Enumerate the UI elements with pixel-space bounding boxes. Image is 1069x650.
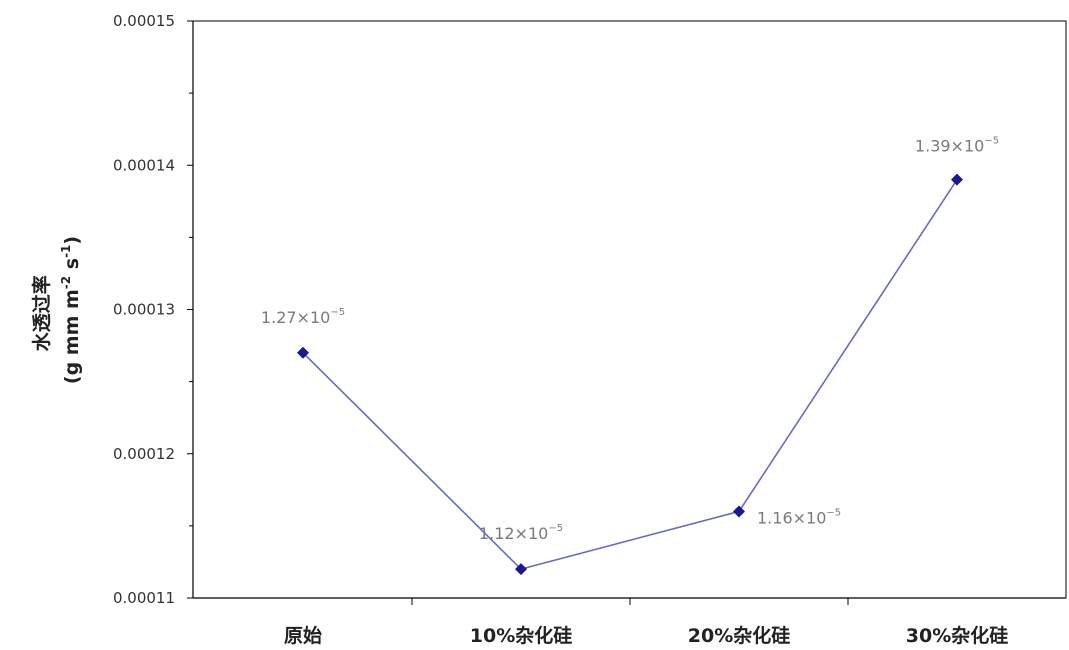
data-label: 1.27×10−5 [261, 307, 345, 327]
data-point-marker [951, 173, 963, 186]
y-axis-ticks: 0.00011 0.00012 0.00013 0.00014 0.00015 [113, 12, 193, 607]
x-tick-label: 30%杂化硅 [906, 624, 1008, 647]
x-tick-label: 10%杂化硅 [470, 624, 572, 647]
data-markers [297, 173, 963, 576]
y-axis-label-line2: (g mm m-2 s-1) [59, 236, 83, 384]
data-labels: 1.27×10−5 1.12×10−5 1.16×10−5 1.39×10−5 [261, 136, 999, 543]
y-axis-label-exp-1: -2 [59, 276, 73, 289]
y-axis-label: 水透过率 (g mm m-2 s-1) [30, 236, 83, 384]
data-label: 1.16×10−5 [757, 507, 841, 527]
data-point-marker [733, 505, 745, 518]
y-tick-label: 0.00012 [113, 445, 175, 463]
y-tick-label: 0.00011 [113, 589, 175, 607]
data-point-marker [515, 563, 527, 576]
data-label: 1.12×10−5 [479, 523, 563, 543]
y-axis-label-exp-2: -1 [59, 245, 73, 258]
y-axis-label-unit-3: ) [61, 236, 83, 245]
x-axis-ticks: 原始 10%杂化硅 20%杂化硅 30%杂化硅 [284, 598, 1008, 647]
data-point-marker [297, 346, 309, 359]
x-tick-label: 原始 [284, 624, 322, 647]
y-tick-label: 0.00013 [113, 301, 175, 319]
x-tick-label: 20%杂化硅 [688, 624, 790, 647]
y-tick-label: 0.00014 [113, 156, 175, 174]
y-tick-label: 0.00015 [113, 12, 175, 30]
y-axis-label-line1: 水透过率 [30, 275, 53, 351]
series-line-group [302, 179, 958, 571]
data-label: 1.39×10−5 [915, 136, 999, 156]
series-line [302, 179, 958, 571]
y-axis-label-unit-1: (g mm m [61, 289, 83, 384]
y-axis-label-unit-2: s [61, 258, 83, 276]
